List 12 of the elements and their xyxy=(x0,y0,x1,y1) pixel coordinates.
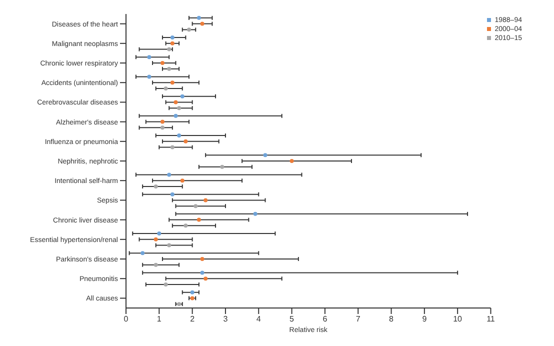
x-tick-label: 7 xyxy=(356,314,361,324)
x-tick-label: 8 xyxy=(389,314,394,324)
x-tick-label: 4 xyxy=(256,314,262,324)
x-tick-label: 11 xyxy=(486,314,496,324)
x-tick-label: 9 xyxy=(422,314,428,324)
x-tick-label: 6 xyxy=(322,314,328,324)
x-tick-label: 1 xyxy=(156,314,162,324)
x-tick-label: 2 xyxy=(190,314,196,324)
x-tick-label: 5 xyxy=(290,314,295,324)
x-tick-label: 0 xyxy=(124,314,129,324)
x-tick-label: 10 xyxy=(453,314,463,324)
x-tick-label: 3 xyxy=(223,314,228,324)
